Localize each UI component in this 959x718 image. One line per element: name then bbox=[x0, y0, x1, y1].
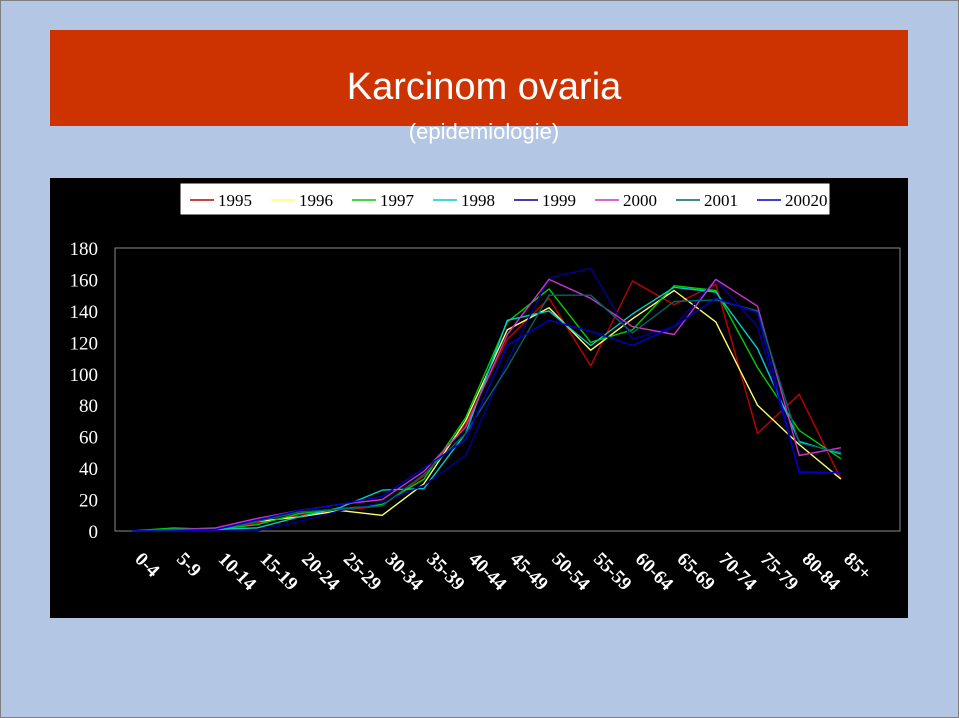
legend-box bbox=[179, 182, 831, 216]
slide-title: Karcinom ovaria bbox=[346, 66, 622, 108]
series-line bbox=[131, 294, 842, 532]
legend-label: 1997 bbox=[380, 191, 415, 210]
y-tick-label: 140 bbox=[70, 302, 99, 323]
x-tick-label: 50-54 bbox=[547, 549, 594, 596]
y-tick-label: 160 bbox=[70, 270, 99, 291]
x-tick-label: 80-84 bbox=[798, 549, 845, 596]
legend-label: 20020 bbox=[785, 191, 828, 210]
x-tick-label: 70-74 bbox=[714, 549, 761, 596]
y-tick-label: 80 bbox=[79, 396, 98, 417]
title-bar: Karcinom ovaria (epidemiologie) bbox=[50, 30, 908, 143]
legend-label: 2000 bbox=[623, 191, 657, 210]
series-line bbox=[132, 267, 841, 532]
x-tick-label: 45-49 bbox=[506, 549, 552, 595]
series-line bbox=[131, 278, 842, 532]
legend-label: 2001 bbox=[704, 191, 738, 210]
chart-area: 0 20 40 60 80 100 120 140 160 180 0-4 5-9 10-14 15-19… bbox=[50, 178, 908, 618]
y-tick-label: 60 bbox=[79, 428, 98, 449]
x-tick-label: 85+ bbox=[839, 549, 875, 585]
x-tick-label: 60-64 bbox=[631, 549, 678, 596]
y-tick-label: 20 bbox=[79, 491, 98, 512]
x-tick-label: 30-34 bbox=[381, 549, 428, 596]
line-chart: 0 20 40 60 80 100 120 140 160 180 0-4 5-9 10-1415-19… bbox=[70, 182, 901, 596]
plot-area bbox=[114, 247, 901, 532]
series-line bbox=[132, 297, 841, 532]
x-tick-label: 75-79 bbox=[756, 549, 802, 595]
x-tick-label: 35-39 bbox=[422, 549, 468, 595]
x-tick-label: 10-14 bbox=[214, 549, 261, 596]
x-tick-label: 0-4 bbox=[130, 549, 163, 582]
slide-subtitle: (epidemiologie) bbox=[408, 119, 560, 144]
y-tick-label: 180 bbox=[70, 239, 99, 260]
legend-label: 1996 bbox=[299, 191, 333, 210]
series-line bbox=[131, 284, 842, 532]
x-tick-label: 20-24 bbox=[297, 549, 344, 596]
x-tick-label: 25-29 bbox=[339, 549, 385, 595]
y-tick-label: 120 bbox=[70, 333, 99, 354]
legend-label: 1995 bbox=[218, 191, 252, 210]
y-tick-label: 0 bbox=[89, 522, 99, 543]
y-tick-label: 100 bbox=[70, 365, 99, 386]
y-tick-label: 40 bbox=[79, 459, 98, 480]
x-tick-label: 15-19 bbox=[256, 549, 302, 595]
x-tick-label: 5-9 bbox=[172, 549, 205, 582]
x-tick-label: 65-69 bbox=[673, 549, 719, 595]
x-tick-label: 55-59 bbox=[589, 549, 635, 595]
x-tick-label: 40-44 bbox=[464, 549, 511, 596]
legend-label: 1999 bbox=[542, 191, 576, 210]
legend-label: 1998 bbox=[461, 191, 495, 210]
